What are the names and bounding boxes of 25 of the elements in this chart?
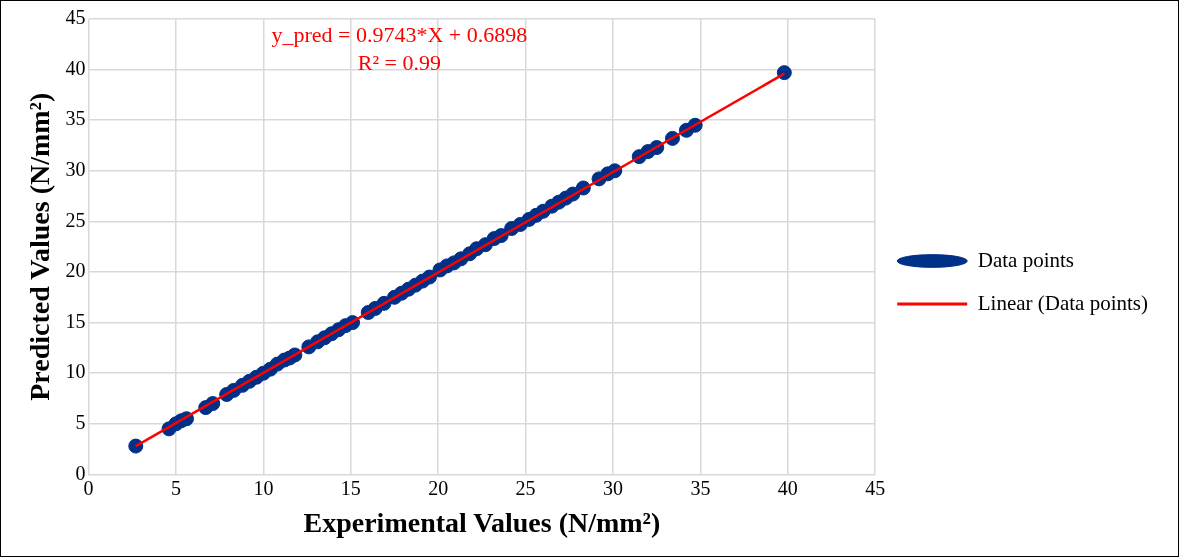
annotation: y_pred = 0.9743*X + 0.6898 [271, 21, 528, 47]
y-tick-label: 0 [75, 461, 86, 484]
x-axis-title: Experimental Values (N/mm²) [303, 507, 661, 539]
y-tick-label: 40 [65, 56, 86, 79]
y-axis-title: Predicted Values (N/mm²) [24, 92, 56, 401]
annotation: R² = 0.99 [357, 49, 441, 75]
y-tick-label: 5 [75, 411, 86, 434]
legend-label: Data points [977, 247, 1074, 272]
x-tick-label: 10 [253, 476, 274, 499]
x-tick-label: 15 [340, 476, 361, 499]
y-tick-label: 20 [65, 259, 86, 282]
x-tick-label: 30 [603, 476, 624, 499]
y-tick-label: 45 [65, 6, 86, 29]
legend-label: Linear (Data points) [977, 290, 1149, 315]
x-tick-label: 20 [428, 476, 449, 499]
y-tick-label: 10 [65, 360, 86, 383]
x-tick-label: 40 [777, 476, 798, 499]
x-tick-label: 5 [171, 476, 181, 499]
x-tick-label: 35 [690, 476, 711, 499]
y-tick-label: 35 [65, 107, 86, 130]
y-tick-label: 25 [65, 208, 86, 231]
x-tick-label: 25 [515, 476, 536, 499]
y-tick-label: 15 [65, 309, 86, 332]
y-tick-label: 30 [65, 158, 86, 181]
x-tick-label: 45 [865, 476, 886, 499]
